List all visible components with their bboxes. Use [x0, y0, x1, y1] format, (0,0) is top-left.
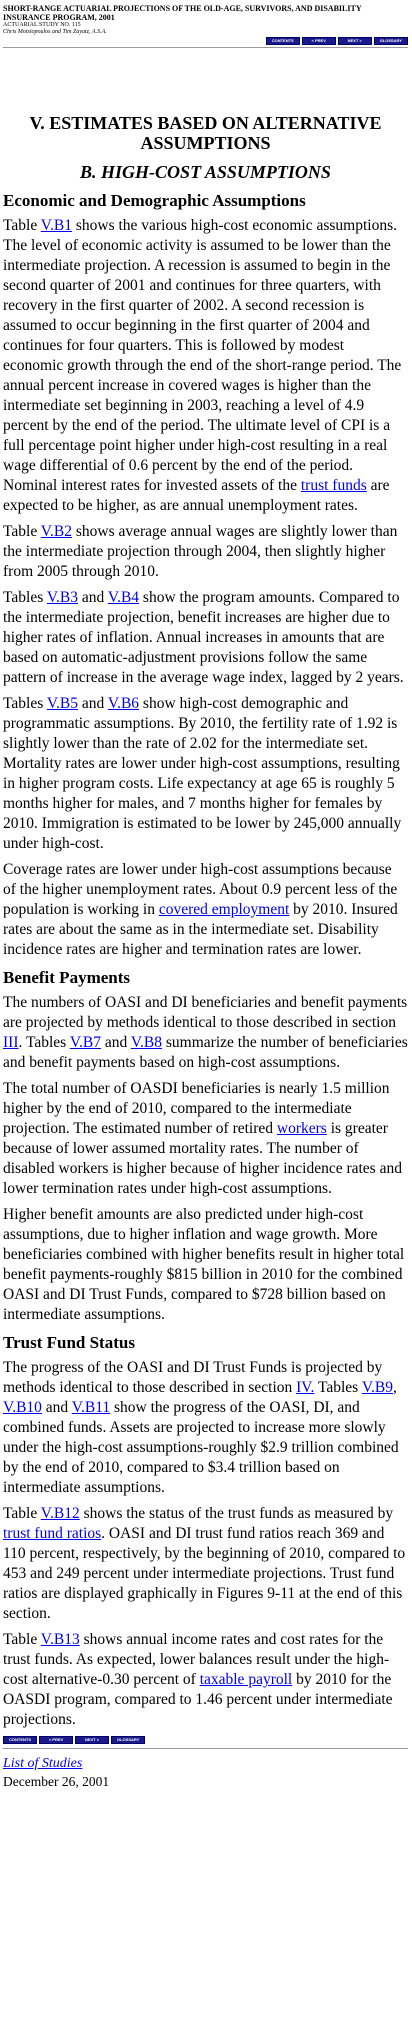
link-section-3[interactable]: III — [3, 1034, 19, 1051]
page: SHORT-RANGE ACTUARIAL PROJECTIONS OF THE… — [0, 4, 412, 1791]
paragraph-4: Tables V.B5 and V.B6 show high-cost demo… — [3, 695, 402, 852]
link-covered-employment[interactable]: covered employment — [158, 901, 290, 918]
contents-button-bottom[interactable]: CONTENTS — [3, 1736, 37, 1744]
prev-button-bottom[interactable]: < PREV — [39, 1736, 73, 1744]
paragraph-3: Tables V.B3 and V.B4 show the program am… — [3, 589, 404, 686]
link-table-vb9[interactable]: V.B9 — [361, 1379, 393, 1396]
link-table-vb4[interactable]: V.B4 — [107, 589, 140, 606]
link-table-vb10[interactable]: V.B10 — [3, 1399, 42, 1416]
trust-heading: Trust Fund Status — [3, 1333, 135, 1352]
paragraph-2: Table V.B2 shows average annual wages ar… — [3, 523, 398, 580]
top-nav: CONTENTS < PREV NEXT > GLOSSARY — [3, 37, 408, 45]
link-table-vb1[interactable]: V.B1 — [40, 217, 72, 234]
paragraph-1: Table V.B1 shows the various high-cost e… — [3, 217, 402, 514]
paragraph-6: The numbers of OASI and DI beneficiaries… — [3, 994, 408, 1071]
link-table-vb11[interactable]: V.B11 — [71, 1399, 111, 1416]
link-trust-funds[interactable]: trust funds — [300, 477, 367, 494]
list-of-studies-link[interactable]: List of Studies — [3, 1756, 83, 1771]
link-table-vb5[interactable]: V.B5 — [46, 695, 79, 712]
paragraph-10: Table V.B12 shows the status of the trus… — [3, 1505, 406, 1622]
paragraph-9: The progress of the OASI and DI Trust Fu… — [3, 1359, 399, 1496]
link-trust-fund-ratios[interactable]: trust fund ratios — [3, 1525, 102, 1542]
link-table-vb12[interactable]: V.B12 — [40, 1505, 80, 1522]
link-section-4[interactable]: IV. — [296, 1379, 315, 1396]
section-heading: B. HIGH-COST ASSUMPTIONS — [80, 162, 331, 182]
footer-date: December 26, 2001 — [3, 1774, 110, 1789]
link-table-vb2[interactable]: V.B2 — [40, 523, 72, 540]
footer-divider — [3, 1748, 408, 1749]
paragraph-11: Table V.B13 shows annual income rates an… — [3, 1631, 393, 1728]
link-workers[interactable]: workers — [276, 1120, 327, 1137]
paragraph-7: The total number of OASDI beneficiaries … — [3, 1080, 402, 1197]
footer-list-link-wrap: List of Studies — [3, 1755, 408, 1773]
paragraph-8: Higher benefit amounts are also predicte… — [3, 1206, 405, 1323]
benefit-heading: Benefit Payments — [3, 968, 131, 987]
report-title: SHORT-RANGE ACTUARIAL PROJECTIONS OF THE… — [3, 4, 362, 22]
next-button-bottom[interactable]: NEXT > — [75, 1736, 109, 1744]
glossary-button-bottom[interactable]: GLOSSARY — [111, 1736, 146, 1744]
paragraph-5: Coverage rates are lower under high-cost… — [3, 861, 398, 958]
link-taxable-payroll[interactable]: taxable payroll — [199, 1671, 293, 1688]
link-table-vb6[interactable]: V.B6 — [107, 695, 140, 712]
authors: Chris Motsiopoulos and Tim Zayatz, A.S.A… — [3, 29, 107, 35]
divider — [3, 47, 408, 48]
link-table-vb7[interactable]: V.B7 — [69, 1034, 101, 1051]
study-number: ACTUARIAL STUDY NO. 115 — [3, 22, 81, 28]
link-table-vb13[interactable]: V.B13 — [40, 1631, 80, 1648]
econ-heading: Economic and Demographic Assumptions — [3, 191, 306, 210]
link-table-vb8[interactable]: V.B8 — [130, 1034, 163, 1051]
next-button[interactable]: NEXT > — [337, 37, 372, 45]
glossary-button[interactable]: GLOSSARY — [373, 37, 408, 45]
contents-button[interactable]: CONTENTS — [265, 37, 300, 45]
link-table-vb3[interactable]: V.B3 — [46, 589, 79, 606]
chapter-heading: V. ESTIMATES BASED ON ALTERNATIVE ASSUMP… — [29, 113, 382, 153]
prev-button[interactable]: < PREV — [301, 37, 336, 45]
bottom-nav: CONTENTS < PREV NEXT > GLOSSARY — [3, 1736, 408, 1744]
